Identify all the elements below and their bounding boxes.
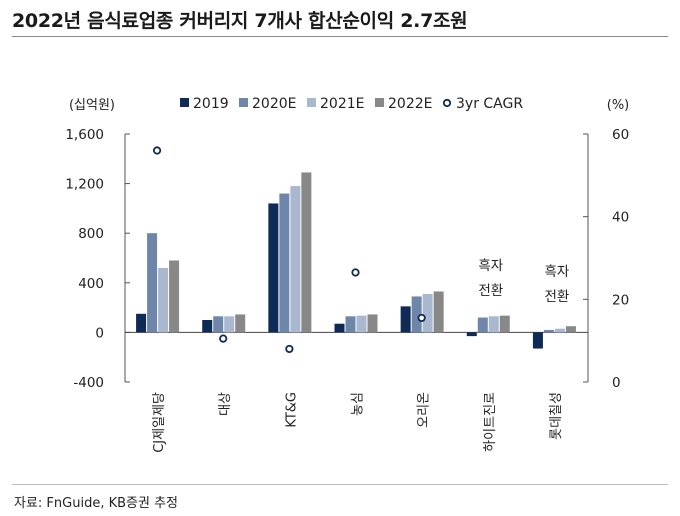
- bar-2019: [136, 313, 147, 333]
- bar-2019: [334, 323, 345, 333]
- legend-swatch-2021e: [307, 98, 316, 107]
- left-axis-unit: (십억원): [69, 98, 115, 113]
- bar-2021e: [290, 186, 301, 333]
- cagr-marker: [152, 146, 162, 155]
- legend-swatch-2020e: [239, 98, 248, 107]
- source-note: 자료: FnGuide, KB증권 추정: [14, 496, 179, 511]
- bar-2021e: [158, 267, 169, 333]
- bar-2020e: [345, 316, 356, 333]
- legend-swatch-2022e: [375, 98, 384, 107]
- right-tick-label: 20: [612, 292, 629, 308]
- left-tick-label: 1,200: [65, 177, 104, 193]
- bar-2020e: [477, 317, 488, 333]
- left-tick-label: 1,600: [65, 127, 104, 143]
- left-tick-label: 800: [78, 226, 104, 242]
- cagr-marker: [285, 344, 294, 354]
- legend-label: 2020E: [252, 96, 296, 112]
- bar-2020e: [411, 296, 422, 333]
- annotation-text: 흑자: [478, 258, 503, 274]
- annotation-text: 흑자: [545, 264, 570, 280]
- category-label: KT&G: [284, 392, 299, 428]
- bar-2019: [268, 203, 279, 333]
- bar-2022e: [367, 314, 378, 333]
- category-label: 농심: [351, 392, 366, 416]
- bar-2022e: [433, 291, 444, 333]
- footer-divider: [12, 484, 668, 485]
- category-label: CJ제일제당: [152, 392, 167, 453]
- left-tick-label: -400: [73, 375, 104, 391]
- legend-label: 3yr CAGR: [456, 96, 523, 112]
- bar-2021e: [356, 315, 367, 333]
- legend-label: 2022E: [388, 96, 432, 112]
- cagr-marker: [351, 268, 360, 277]
- bar-2020e: [213, 316, 224, 333]
- bar-2020e: [279, 193, 290, 333]
- category-label: 롯데칠성: [549, 392, 564, 440]
- right-tick-label: 60: [612, 127, 629, 143]
- cagr-marker: [219, 334, 228, 343]
- legend-label: 2019: [193, 96, 229, 112]
- bar-2019: [400, 306, 411, 333]
- chart-title: 2022년 음식료업종 커버리지 7개사 합산순이익 2.7조원: [12, 10, 468, 32]
- bar-2019: [532, 332, 543, 349]
- bar-2020e: [543, 329, 554, 333]
- cagr-marker: [417, 313, 426, 323]
- bar-2021e: [488, 316, 499, 333]
- annotation-text: 전환: [478, 283, 503, 299]
- legend-swatch-cagr: [442, 98, 452, 108]
- left-tick-label: 400: [78, 276, 104, 292]
- bar-2022e: [235, 314, 246, 333]
- category-label: 오리온: [417, 392, 432, 428]
- bar-2021e: [224, 316, 235, 333]
- bar-2019: [466, 332, 477, 337]
- legend-label: 2021E: [320, 96, 364, 112]
- bar-2021e: [422, 293, 433, 333]
- annotation-text: 전환: [545, 289, 570, 305]
- bar-2022e: [301, 172, 312, 333]
- bar-2021e: [554, 328, 565, 333]
- left-tick-label: 0: [95, 325, 104, 341]
- right-axis-unit: (%): [607, 98, 630, 113]
- category-label: 하이트진로: [483, 392, 498, 452]
- legend-swatch-2019: [180, 98, 189, 107]
- bar-2019: [202, 320, 213, 333]
- title-divider: [12, 36, 668, 37]
- bar-2022e: [169, 260, 180, 333]
- bar-2020e: [147, 233, 158, 333]
- bar-2022e: [565, 326, 576, 333]
- category-label: 대상: [218, 392, 233, 416]
- right-tick-label: 0: [612, 375, 621, 391]
- bar-2022e: [499, 315, 510, 333]
- right-tick-label: 40: [612, 210, 629, 226]
